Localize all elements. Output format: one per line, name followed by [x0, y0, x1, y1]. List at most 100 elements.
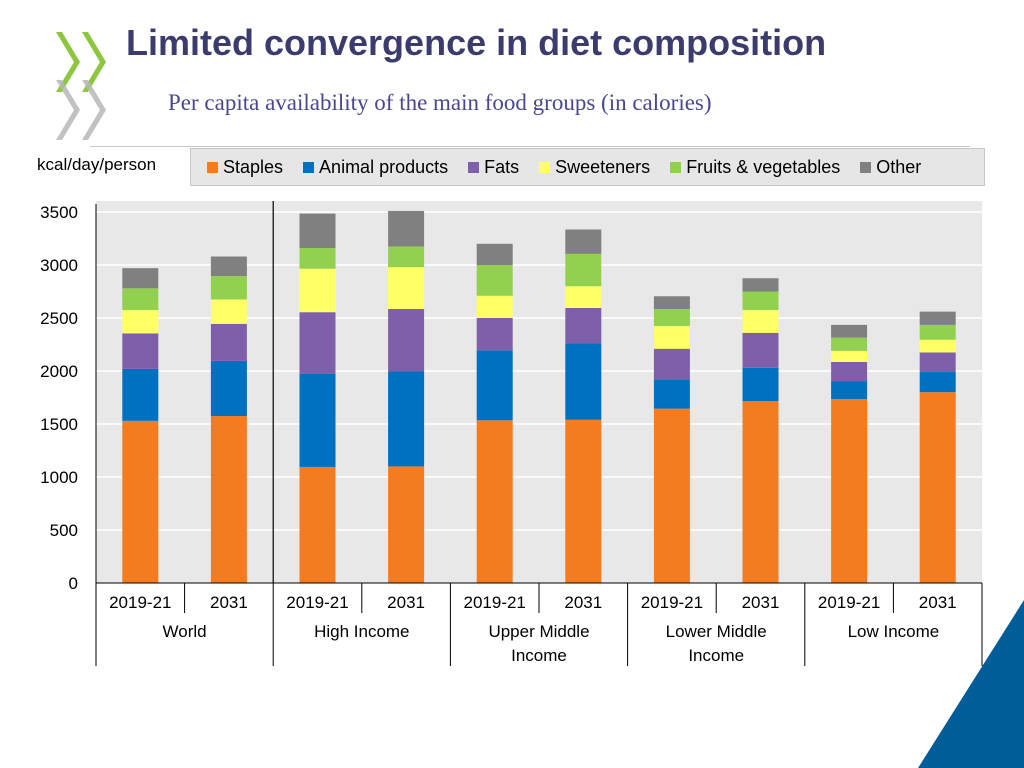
y-tick-label: 1500 — [40, 415, 78, 434]
bar-segment-fruits-vegetables — [565, 253, 602, 287]
bar-segment-other — [476, 243, 513, 265]
legend-swatch — [207, 161, 218, 173]
bar-segment-sweeteners — [831, 350, 868, 362]
y-tick-label: 500 — [50, 521, 78, 540]
bar-segment-fats — [122, 333, 159, 369]
bar-segment-fruits-vegetables — [476, 265, 513, 296]
bar-segment-other — [653, 296, 690, 309]
bar-segment-fats — [299, 312, 336, 374]
y-axis-label: kcal/day/person — [37, 155, 157, 174]
legend-swatch — [670, 161, 682, 173]
bar-segment-animal-products — [653, 380, 690, 409]
bar-segment-staples — [122, 420, 159, 583]
legend-label: Sweeteners — [555, 156, 651, 177]
bar-segment-animal-products — [831, 381, 868, 400]
bar-segment-other — [919, 311, 956, 325]
bar-segment-fruits-vegetables — [742, 291, 779, 311]
bar-segment-sweeteners — [919, 339, 956, 353]
x-tick-label: 2031 — [387, 593, 425, 612]
bar-segment-staples — [565, 419, 602, 583]
bar-segment-animal-products — [210, 360, 247, 417]
legend-item: Fats — [468, 157, 519, 178]
bar-segment-fruits-vegetables — [831, 337, 868, 351]
y-tick-label: 1000 — [40, 468, 78, 487]
bar-segment-staples — [919, 392, 956, 583]
legend-item: Sweeteners — [539, 157, 650, 178]
x-tick-label: 2031 — [564, 593, 602, 612]
x-tick-label: 2031 — [210, 593, 248, 612]
bar-segment-fruits-vegetables — [210, 276, 247, 300]
bar-segment-fruits-vegetables — [388, 246, 425, 268]
bar-segment-staples — [299, 466, 336, 583]
bar-segment-animal-products — [742, 367, 779, 402]
legend-label: Fats — [484, 156, 520, 177]
bar-segment-fruits-vegetables — [299, 248, 336, 269]
bar-segment-staples — [653, 408, 690, 583]
group-label: Lower Middle Income — [666, 622, 767, 665]
bar-segment-other — [565, 229, 602, 254]
group-label: Low Income — [848, 622, 940, 641]
bar-segment-sweeteners — [388, 267, 425, 309]
y-tick-label: 2500 — [40, 309, 78, 328]
bar-segment-fats — [831, 361, 868, 382]
bar-segment-animal-products — [565, 343, 602, 420]
legend-item: Fruits & vegetables — [670, 157, 840, 178]
legend-label: Fruits & vegetables — [686, 156, 841, 177]
corner-triangle-shape — [918, 600, 1024, 768]
bar-segment-staples — [210, 416, 247, 583]
bar-segment-fats — [742, 332, 779, 368]
bar-segment-fats — [210, 323, 247, 361]
legend-label: Animal products — [319, 156, 449, 177]
page-title: Limited convergence in diet composition — [126, 22, 827, 63]
group-label: Upper Middle Income — [488, 622, 589, 665]
bar-segment-sweeteners — [742, 310, 779, 333]
x-tick-label: 2019-21 — [641, 593, 703, 612]
bar-segment-other — [122, 268, 159, 289]
y-tick-label: 3000 — [40, 256, 78, 275]
oecd-logo-icon — [56, 32, 106, 140]
bar-segment-animal-products — [919, 372, 956, 393]
bar-segment-other — [742, 278, 779, 292]
x-tick-label: 2031 — [742, 593, 780, 612]
x-tick-label: 2031 — [919, 593, 957, 612]
bar-segment-fats — [388, 308, 425, 372]
bar-segment-sweeteners — [476, 295, 513, 318]
legend-item: Other — [860, 157, 921, 178]
bar-segment-fats — [653, 348, 690, 381]
bar-segment-fruits-vegetables — [122, 288, 159, 311]
y-tick-label: 3500 — [40, 203, 78, 222]
x-tick-label: 2019-21 — [286, 593, 348, 612]
bar-segment-animal-products — [388, 371, 425, 467]
bar-segment-fats — [476, 318, 513, 351]
group-label: High Income — [314, 622, 409, 641]
legend-label: Other — [876, 156, 922, 177]
legend-label: Staples — [223, 156, 284, 177]
legend-swatch — [539, 161, 551, 173]
legend-swatch — [303, 161, 315, 173]
bar-segment-staples — [388, 466, 425, 583]
group-label: World — [163, 622, 207, 641]
title-divider — [90, 146, 970, 147]
x-tick-label: 2019-21 — [818, 593, 880, 612]
bar-segment-sweeteners — [653, 325, 690, 349]
bar-segment-other — [831, 324, 868, 338]
bar-segment-staples — [831, 399, 868, 583]
bar-segment-fats — [919, 352, 956, 373]
legend-item: Staples — [207, 157, 283, 178]
bar-segment-sweeteners — [299, 268, 336, 313]
bar-segment-animal-products — [476, 350, 513, 421]
bar-segment-other — [388, 210, 425, 247]
bar-segment-animal-products — [122, 368, 159, 421]
legend-item: Animal products — [303, 157, 448, 178]
x-tick-label: 2019-21 — [464, 593, 526, 612]
bar-segment-staples — [742, 401, 779, 583]
chart-legend: Staples Animal products Fats Sweeteners Frui… — [190, 148, 985, 186]
bar-segment-animal-products — [299, 373, 336, 467]
bar-segment-fats — [565, 307, 602, 344]
bar-segment-fruits-vegetables — [653, 308, 690, 326]
bar-segment-other — [210, 256, 247, 277]
bar-segment-fruits-vegetables — [919, 324, 956, 340]
legend-swatch — [860, 161, 872, 173]
